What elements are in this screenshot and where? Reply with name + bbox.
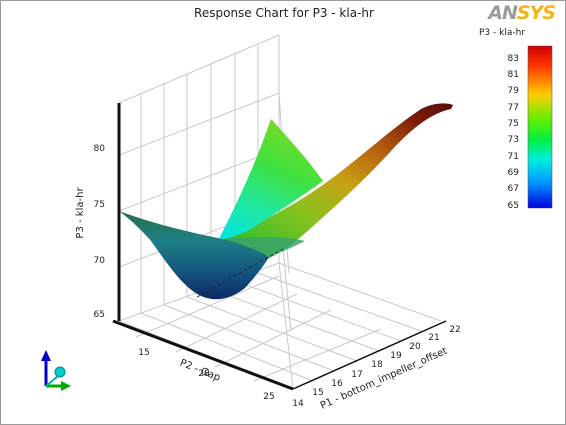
x-tick-label: 20 bbox=[409, 342, 421, 352]
surface-lip bbox=[223, 237, 305, 257]
x-tick-label: 14 bbox=[292, 399, 304, 409]
y-axis-ticks: 15 20 25 bbox=[138, 348, 274, 402]
x-tick-label: 19 bbox=[390, 351, 402, 361]
x-tick-label: 16 bbox=[331, 379, 343, 389]
x-tick-label: 17 bbox=[351, 370, 362, 380]
response-surface bbox=[119, 103, 453, 300]
surface-bowl bbox=[119, 211, 269, 300]
colorbar-tick-label: 69 bbox=[508, 168, 520, 178]
surface-fin bbox=[219, 119, 323, 239]
z-tick-label: 75 bbox=[94, 200, 105, 210]
surface-rising-wall bbox=[219, 103, 453, 261]
colorbar-tick-label: 67 bbox=[508, 184, 519, 194]
x-tick-label: 22 bbox=[449, 325, 460, 335]
y-tick-label: 25 bbox=[263, 392, 274, 402]
colorbar-tick-label: 81 bbox=[508, 70, 519, 80]
y-axis-line bbox=[112, 319, 294, 391]
axes bbox=[112, 103, 447, 391]
x-axis-ticks: 14 15 16 17 18 19 20 21 22 bbox=[292, 325, 460, 409]
colorbar-tick-label: 75 bbox=[508, 119, 519, 129]
colorbar-tick-label: 71 bbox=[508, 152, 519, 162]
z-axis-ticks: 65 70 75 80 bbox=[94, 144, 106, 320]
x-tick-label: 21 bbox=[428, 333, 439, 343]
colorbar-title: P3 - kla-hr bbox=[479, 28, 526, 38]
chart-title: Response Chart for P3 - kla-hr bbox=[194, 6, 374, 20]
colorbar-tick-label: 77 bbox=[508, 103, 519, 113]
z-tick-label: 80 bbox=[94, 144, 106, 154]
y-tick-label: 15 bbox=[138, 348, 149, 358]
y-axis-label: P2 - Gap bbox=[178, 358, 222, 384]
colorbar-gradient bbox=[527, 45, 553, 209]
colorbar-ticks: 83 81 79 77 75 73 71 69 67 65 bbox=[508, 54, 520, 211]
z-axis-label: P3 - kla-hr bbox=[75, 187, 86, 239]
colorbar-tick-label: 79 bbox=[508, 86, 520, 96]
x-tick-label: 18 bbox=[371, 360, 383, 370]
colorbar-tick-label: 83 bbox=[508, 54, 519, 64]
colorbar-tick-label: 65 bbox=[508, 201, 519, 211]
z-tick-label: 70 bbox=[94, 256, 106, 266]
y-tick-label: 20 bbox=[198, 369, 210, 379]
z-tick-label: 65 bbox=[94, 310, 105, 320]
orientation-triad-icon[interactable] bbox=[41, 350, 71, 391]
x-axis-line bbox=[292, 320, 447, 390]
ansys-logo: ANSYS bbox=[488, 2, 556, 24]
colorbar-tick-label: 73 bbox=[508, 135, 519, 145]
x-tick-label: 15 bbox=[312, 388, 323, 398]
surface-dashed-edge bbox=[196, 248, 284, 298]
